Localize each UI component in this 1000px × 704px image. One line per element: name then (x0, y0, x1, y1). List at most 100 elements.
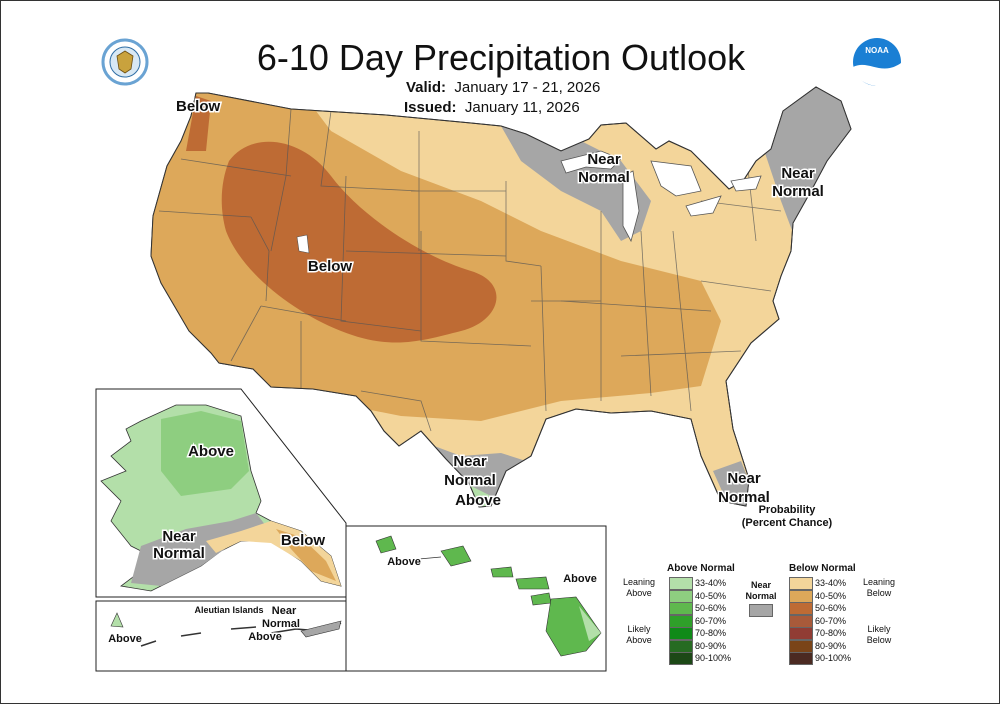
legend-below-label: 33-40% (815, 578, 847, 588)
legend-likely-below-1: Likely (867, 624, 891, 634)
legend-below-label: 80-90% (815, 640, 847, 651)
legend-leaning-below-2: Below (866, 588, 892, 598)
valid-label: Valid: (406, 79, 447, 96)
issued-label: Issued: (404, 99, 457, 116)
legend-below-swatch (789, 627, 813, 640)
label-near-normal-gl-1: Near (587, 151, 621, 168)
legend-likely-above-2: Above (626, 635, 652, 645)
legend-title-line-1: Probability (758, 504, 816, 516)
conus-map (150, 86, 852, 508)
page-title: 6-10 Day Precipitation Outlook (256, 37, 746, 78)
legend-near-normal: Near Normal (739, 580, 783, 602)
label-near-normal-ne-2: Normal (772, 183, 824, 200)
above-tx-region (471, 486, 501, 507)
legend-below-swatch (789, 652, 813, 665)
label-near-normal-tx-2: Normal (444, 472, 496, 489)
legend-above-swatch (669, 652, 693, 665)
alaska-near-normal (131, 513, 266, 586)
legend-below-label: 60-70% (815, 615, 847, 626)
probability-legend: Probability (Percent Chance) Above Norma… (619, 504, 999, 703)
issued-line: Issued: January 11, 2026 (404, 99, 580, 116)
aleutian-inset (95, 600, 347, 672)
legend-below-swatch (789, 589, 813, 603)
legend-above-label: 70-80% (695, 628, 727, 638)
legend-near-label-1: Near (750, 580, 771, 590)
label-near-normal-fl-1: Near (727, 470, 761, 487)
below-coast-region (186, 96, 211, 151)
legend-above-swatch (669, 577, 693, 590)
label-ak-below: Below (281, 532, 326, 549)
label-aleutian-title: Aleutian Islands (194, 605, 263, 615)
noaa-logo: NOAA (853, 38, 901, 87)
hawaii-inset (345, 525, 607, 672)
legend-title-line-2: (Percent Chance) (741, 517, 833, 529)
alaska-inset (95, 388, 347, 598)
near-normal-ne (761, 87, 851, 241)
legend-likely-below-2: Below (866, 635, 892, 645)
legend-above-swatch (669, 639, 693, 653)
legend-above-header: Above Normal (667, 563, 735, 574)
legend-near-normal-swatch (749, 604, 773, 617)
label-ak-above: Above (188, 443, 234, 460)
label-aleutian-near-2: Normal (262, 618, 300, 630)
legend-above-label: 50-60% (695, 603, 727, 613)
label-near-normal-tx-1: Near (453, 453, 487, 470)
legend-above-swatch (669, 602, 693, 615)
legend-above-label: 90-100% (695, 653, 732, 663)
legend-likely-above: Likely Above (619, 624, 659, 646)
great-salt-lake (296, 234, 310, 254)
label-below-nw: Below (176, 98, 221, 115)
near-normal-north (501, 126, 651, 241)
valid-value: January 17 - 21, 2026 (454, 79, 601, 96)
legend-leaning-below-1: Leaning (862, 577, 896, 587)
noaa-logo-text: NOAA (865, 46, 889, 55)
legend-below-label: 40-50% (815, 590, 847, 601)
legend-above-swatch (669, 627, 693, 640)
legend-leaning-above-2: Above (626, 588, 652, 598)
great-lakes (560, 150, 762, 243)
alaska-above-40-50 (161, 411, 249, 496)
legend-leaning-above: Leaning Above (619, 577, 659, 599)
legend-below-swatch (789, 639, 813, 653)
below-50-60-region (221, 141, 497, 343)
legend-above-label: 60-70% (695, 615, 727, 626)
legend-likely-below: Likely Below (859, 624, 899, 646)
state-boundaries (158, 108, 782, 432)
legend-leaning-above-1: Leaning (622, 577, 656, 587)
legend-likely-above-1: Likely (627, 624, 651, 634)
legend-above-label: 80-90% (695, 640, 727, 651)
legend-leaning-below: Leaning Below (859, 577, 899, 599)
legend-below-swatch (789, 614, 813, 628)
legend-below-swatch (789, 577, 813, 590)
label-above-tx: Above (455, 492, 501, 509)
valid-line: Valid: January 17 - 21, 2026 (406, 79, 600, 96)
label-hi-above-w: Above (387, 556, 421, 568)
legend-near-label-2: Normal (745, 591, 777, 601)
legend-below-header: Below Normal (789, 563, 856, 574)
label-near-normal-gl-2: Normal (578, 169, 630, 186)
legend-below-label: 90-100% (815, 653, 852, 663)
legend-title: Probability (Percent Chance) (697, 504, 877, 530)
label-aleutian-above-e: Above (248, 631, 282, 643)
legend-below-swatch (789, 602, 813, 615)
map-labels: Below Near Normal Near Normal Below Near… (107, 97, 826, 647)
label-aleutian-above-w: Above (108, 633, 142, 645)
label-near-normal-fl-2: Normal (718, 489, 770, 506)
label-near-normal-ne-1: Near (781, 165, 815, 182)
label-below-center: Below (308, 258, 353, 275)
doc-seal (101, 38, 149, 86)
legend-above-label: 33-40% (695, 578, 727, 588)
legend-above-label: 40-50% (695, 590, 727, 601)
legend-below-label: 50-60% (815, 603, 847, 613)
legend-above-swatch (669, 589, 693, 603)
label-ak-near-2: Normal (153, 545, 205, 562)
label-hi-above-e: Above (563, 573, 597, 585)
label-aleutian-near-1: Near (272, 605, 297, 617)
label-ak-near-1: Near (162, 528, 196, 545)
legend-above-swatch (669, 614, 693, 628)
issued-value: January 11, 2026 (464, 99, 580, 116)
alaska-below (206, 521, 341, 586)
legend-below-label: 70-80% (815, 628, 847, 638)
